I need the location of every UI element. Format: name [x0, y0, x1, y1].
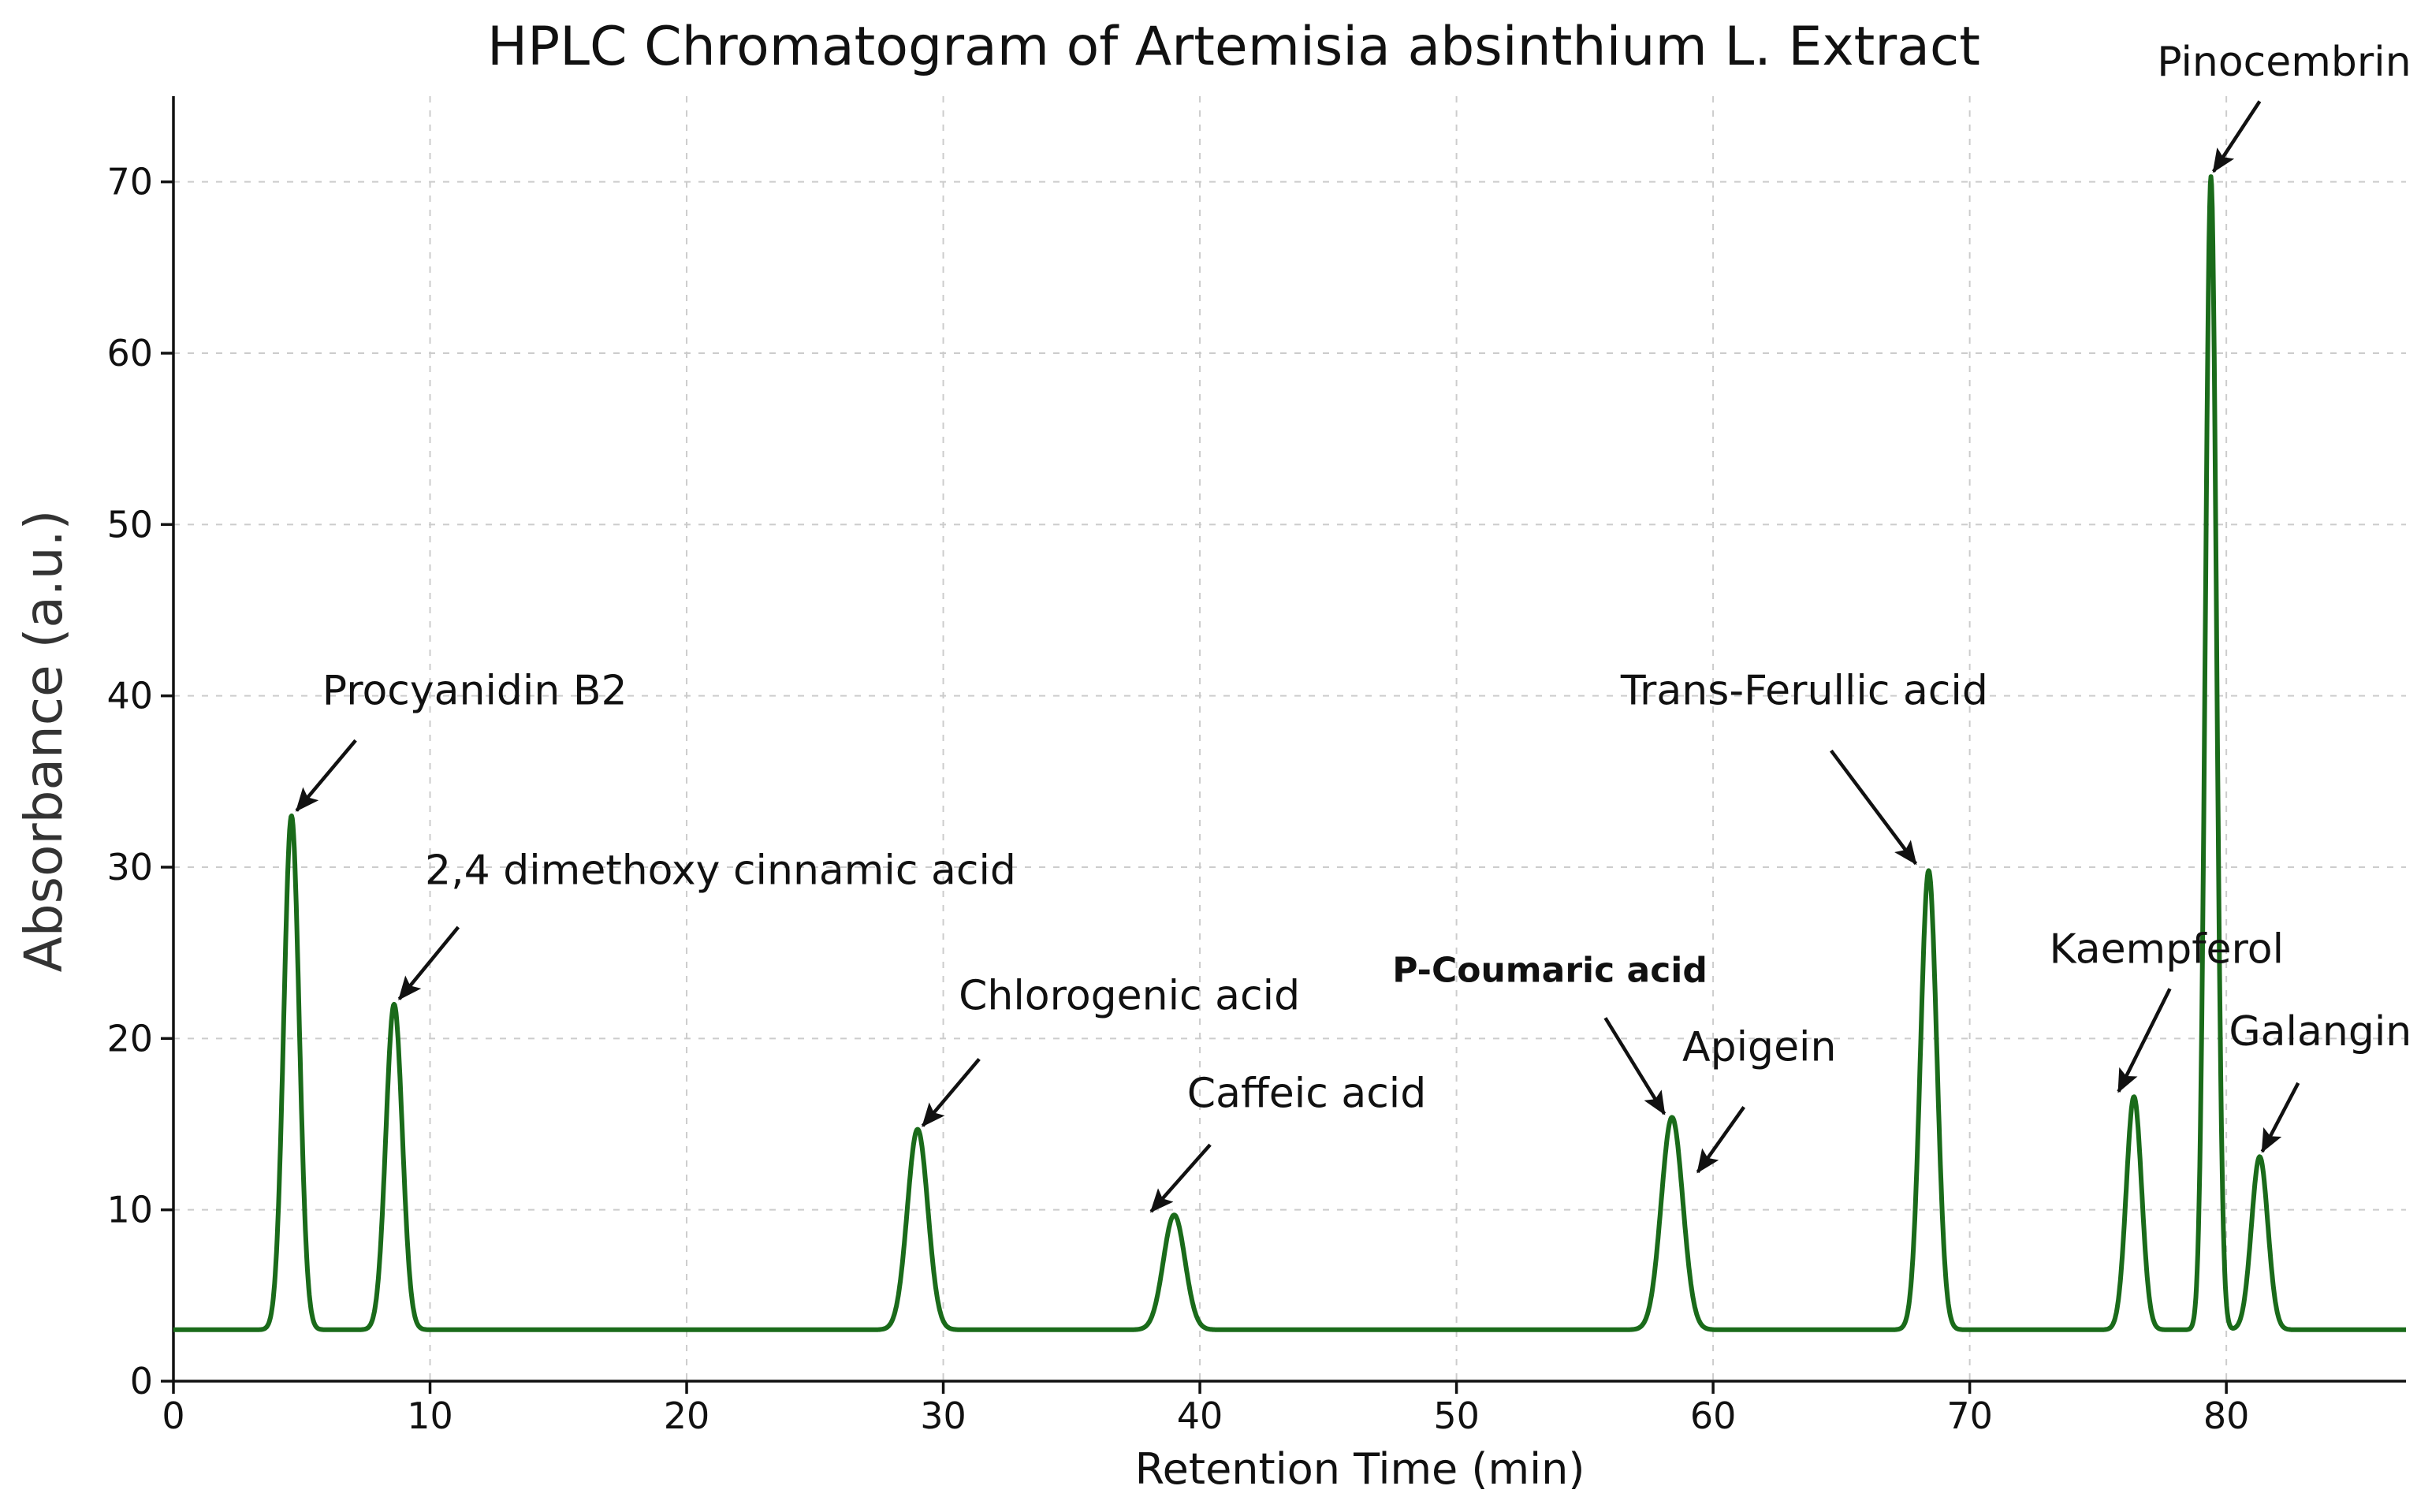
x-tick-label: 50 — [1433, 1395, 1480, 1437]
peak-label-pinocembrin: Pinocembrin — [2157, 39, 2411, 86]
y-tick-label: 50 — [106, 503, 153, 546]
arrow-procyanidin-b2 — [295, 739, 357, 812]
tick-labels: 0 10 20 30 40 50 60 70 80 0 10 20 30 40 50 60 70 — [106, 161, 2249, 1437]
y-tick-label: 30 — [106, 846, 153, 888]
arrow-pinocembrin — [2211, 100, 2262, 173]
x-tick-label: 30 — [920, 1395, 966, 1437]
arrow-apigein — [1696, 1105, 1746, 1174]
y-tick-label: 40 — [106, 675, 153, 717]
x-tick-label: 60 — [1690, 1395, 1737, 1437]
y-tick-label: 70 — [106, 161, 153, 203]
peak-label-apigein: Apigein — [1682, 1024, 1836, 1071]
arrow-trans-ferullic-acid — [1830, 749, 1918, 866]
grid — [173, 96, 2406, 1381]
peak-label-kaempferol: Kaempferol — [2050, 926, 2285, 974]
peak-label-p-coumaric-acid: P-Coumaric acid — [1392, 951, 1708, 991]
x-tick-label: 40 — [1177, 1395, 1223, 1437]
arrow-chlorogenic-acid — [921, 1057, 981, 1127]
x-tick-label: 0 — [162, 1395, 184, 1437]
x-tick-label: 80 — [2203, 1395, 2250, 1437]
y-axis-label: Absorbance (a.u.) — [13, 510, 74, 973]
peak-label-procyanidin-b2: Procyanidin B2 — [322, 668, 628, 715]
peak-label-chlorogenic-acid: Chlorogenic acid — [959, 972, 1300, 1019]
peak-label-caffeic-acid: Caffeic acid — [1187, 1070, 1426, 1117]
axes — [172, 96, 2406, 1383]
arrow-caffeic-acid — [1149, 1143, 1212, 1213]
y-tick-label: 0 — [130, 1360, 153, 1402]
x-axis-label: Retention Time (min) — [1135, 1444, 1585, 1494]
series — [171, 174, 2408, 1332]
arrow-kaempferol — [2117, 988, 2172, 1093]
annotations: Procyanidin B2 2,4 dimethoxy cinnamic aci… — [295, 39, 2411, 1213]
x-tick-label: 10 — [407, 1395, 453, 1437]
arrow-2-4-dimethoxy-cinnamic-acid — [397, 925, 460, 1000]
peak-label-trans-ferullic-acid: Trans-Ferullic acid — [1620, 668, 1988, 715]
peak-label-galangin: Galangin — [2229, 1008, 2411, 1056]
chart-title: HPLC Chromatogram of Artemisia absinthiu… — [487, 16, 1980, 78]
arrow-galangin — [2260, 1082, 2300, 1153]
chromatogram-trace — [171, 174, 2408, 1332]
y-tick-label: 60 — [106, 332, 153, 374]
y-tick-label: 20 — [106, 1017, 153, 1060]
arrow-p-coumaric-acid — [1603, 1017, 1667, 1115]
x-tick-label: 20 — [664, 1395, 710, 1437]
y-tick-label: 10 — [106, 1189, 153, 1231]
x-tick-label: 70 — [1946, 1395, 1993, 1437]
peak-label-2-4-dimethoxy-cinnamic-acid: 2,4 dimethoxy cinnamic acid — [425, 847, 1016, 895]
